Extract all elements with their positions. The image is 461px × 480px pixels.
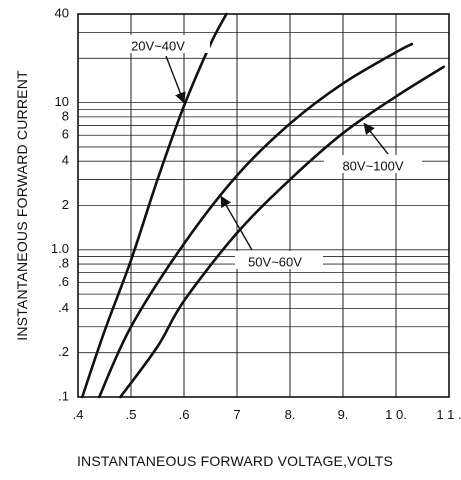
y-tick-label: 6 <box>62 127 69 142</box>
x-tick-label: .4 <box>73 407 84 422</box>
y-tick-label: .1 <box>58 388 69 403</box>
series-line-1 <box>80 12 228 399</box>
series-layer <box>80 12 445 399</box>
series-annotation-label: 20V~40V <box>131 38 185 53</box>
y-tick-label: 2 <box>62 197 69 212</box>
annotation-bg <box>324 155 422 173</box>
y-tick-labels: .1 .2 .4 .6 .81.0 2 4 6 810 40 <box>51 5 69 403</box>
annotation-arrow <box>165 55 186 104</box>
annotation-arrow <box>220 195 253 251</box>
y-tick-label: 40 <box>55 5 69 20</box>
x-tick-label: 1 0. <box>385 407 407 422</box>
x-tick-label: 8. <box>285 407 296 422</box>
y-tick-label: .6 <box>58 274 69 289</box>
x-tick-label: .6 <box>179 407 190 422</box>
annotation-arrow <box>363 122 389 155</box>
annotation-bg <box>235 251 323 269</box>
y-tick-label: .2 <box>58 344 69 359</box>
x-tick-label: 7 <box>233 407 240 422</box>
series-line-3 <box>119 65 445 399</box>
y-tick-label: 1.0 <box>51 241 69 256</box>
x-axis-title: INSTANTANEOUS FORWARD VOLTAGE,VOLTS <box>77 453 393 469</box>
series-annotation-label: 80V~100V <box>342 158 403 173</box>
series-line-2 <box>97 42 414 399</box>
x-tick-label: .5 <box>126 407 137 422</box>
x-tick-label: 9. <box>338 407 349 422</box>
x-tick-label: 1 1 . <box>436 407 461 422</box>
series-annotation-label: 50V~60V <box>248 254 302 269</box>
annotation-layer: 20V~40V 50V~60V 80V~100V <box>118 35 422 269</box>
y-tick-label: 10 <box>55 94 69 109</box>
y-tick-label: .4 <box>58 300 69 315</box>
plot-frame <box>77 13 450 398</box>
y-tick-label: .8 <box>58 256 69 271</box>
y-tick-label: 8 <box>62 108 69 123</box>
annotation-bg <box>118 35 210 53</box>
y-tick-label: 4 <box>62 153 69 168</box>
y-axis-title: INSTANTANEOUS FORWARD CURRENT <box>14 70 30 341</box>
x-tick-labels: .4 .5 .6 7 8. 9. 1 0. 1 1 . <box>73 407 461 422</box>
